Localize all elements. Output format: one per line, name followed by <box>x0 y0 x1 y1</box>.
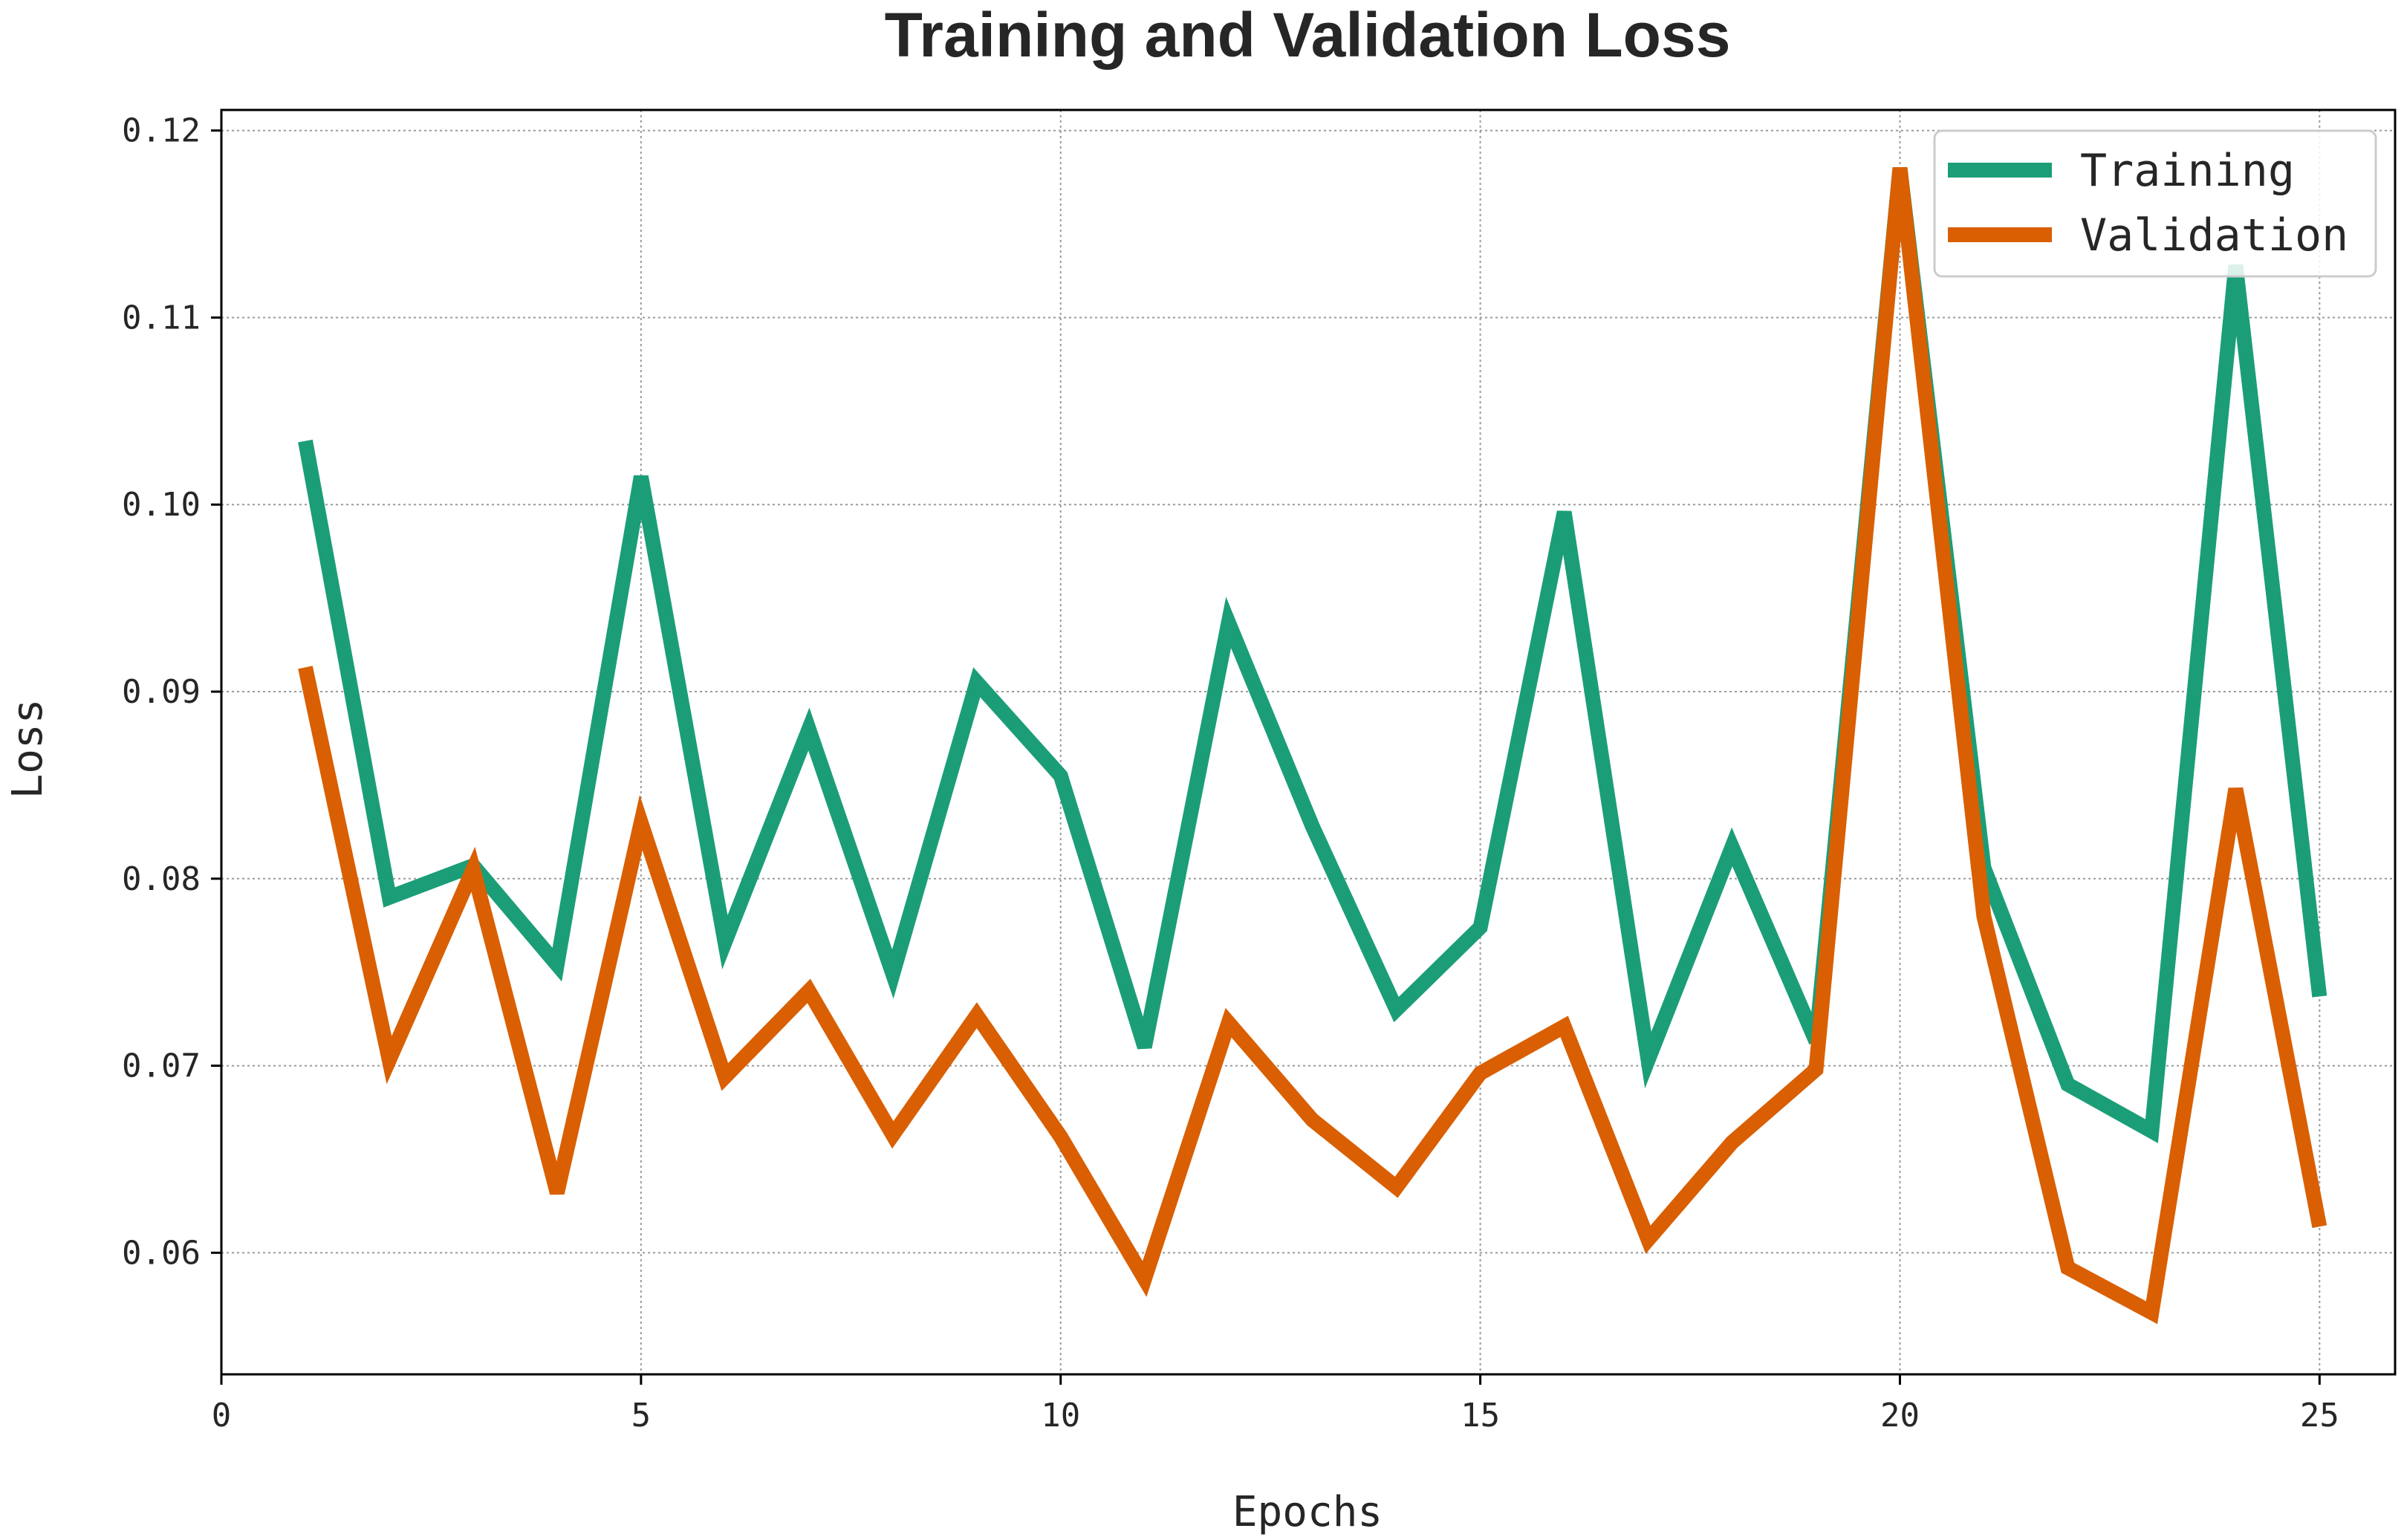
chart-title: Training and Validation Loss <box>885 0 1731 70</box>
plot-frame <box>220 108 2397 1376</box>
x-tick-label: 20 <box>1880 1397 1920 1435</box>
series-layer <box>298 166 2327 1325</box>
x-axis: 0 5 10 15 20 25 <box>212 1374 2339 1435</box>
y-tick-label: 0.12 <box>122 112 201 150</box>
legend: Training Validation <box>1933 129 2377 278</box>
y-tick-label: 0.06 <box>122 1234 201 1272</box>
y-tick-label: 0.10 <box>122 486 201 524</box>
x-axis-label: Epochs <box>1232 1488 1383 1536</box>
y-axis-label: Loss <box>4 699 52 799</box>
legend-label-training: Training <box>2080 145 2295 197</box>
y-tick-label: 0.09 <box>122 673 201 711</box>
x-tick-label: 10 <box>1041 1397 1080 1435</box>
legend-label-validation: Validation <box>2080 209 2348 261</box>
y-axis: 0.06 0.07 0.08 0.09 0.10 0.11 0.12 <box>122 112 221 1272</box>
series-line-validation <box>298 166 2327 1325</box>
x-tick-label: 25 <box>2300 1397 2339 1435</box>
y-tick-label: 0.08 <box>122 860 201 898</box>
y-tick-label: 0.11 <box>122 299 201 337</box>
x-tick-label: 15 <box>1461 1397 1500 1435</box>
x-tick-label: 0 <box>212 1397 232 1435</box>
x-tick-label: 5 <box>631 1397 652 1435</box>
y-tick-label: 0.07 <box>122 1047 201 1085</box>
